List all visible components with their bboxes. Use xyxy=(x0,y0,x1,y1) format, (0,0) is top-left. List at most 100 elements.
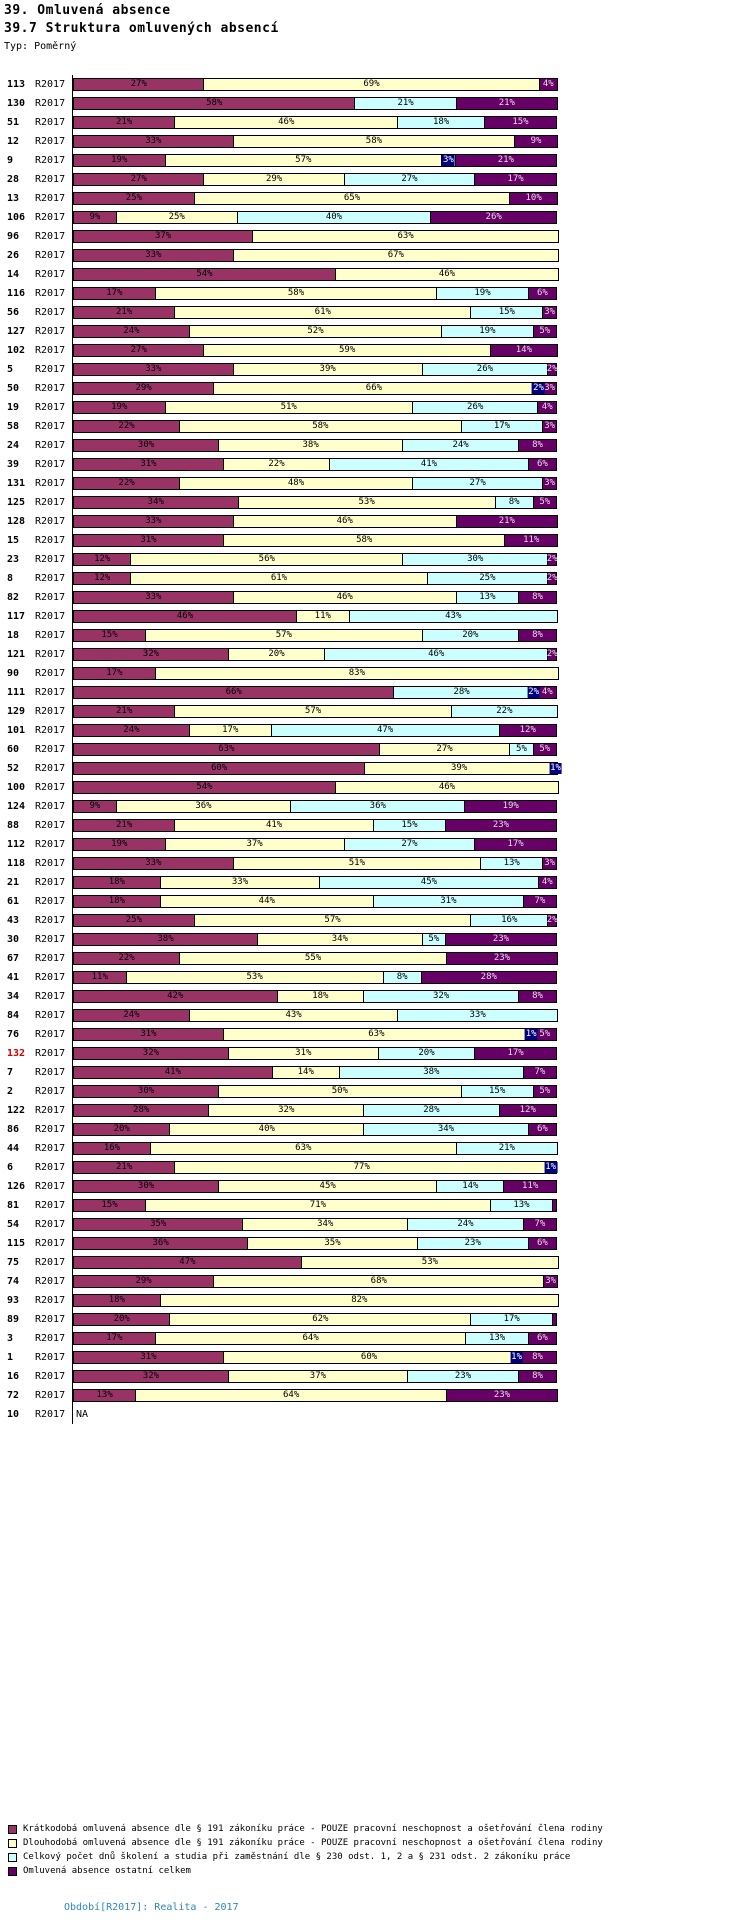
bar-segment-dlouhodoba: 39% xyxy=(364,762,555,775)
segment-value-label: 60% xyxy=(360,1352,378,1362)
bar-segment-ostatni: 23% xyxy=(444,819,557,832)
segment-value-label: 21% xyxy=(397,98,414,108)
segment-value-label: 37% xyxy=(154,231,172,241)
segment-value-label: 23% xyxy=(454,1371,472,1381)
bar-segment-dlouhodoba: 65% xyxy=(193,192,511,205)
segment-value-label: 5% xyxy=(539,1086,551,1096)
bar-segment-dlouhodoba: 33% xyxy=(159,876,321,889)
stacked-bar: 19% 57% 3% 21% xyxy=(73,154,560,167)
segment-value-label: 29% xyxy=(135,383,152,393)
segment-value-label: 21% xyxy=(498,1143,515,1153)
row-id-label: 132 xyxy=(7,1048,26,1059)
segment-value-label: 24% xyxy=(123,1010,140,1020)
segment-value-label: 38% xyxy=(302,440,319,450)
row-bar-area: 22% 58% 17% 3% xyxy=(72,417,560,436)
bar-segment-kratkodoba: 25% xyxy=(73,914,195,927)
bar-segment-ostatni: 19% xyxy=(464,800,557,813)
segment-value-label: 13% xyxy=(513,1200,530,1210)
segment-value-label: 31% xyxy=(140,1029,157,1039)
bar-segment-skoleni: 31% xyxy=(372,895,524,908)
chart-row: 88 R2017 21% 41% 15% 23% xyxy=(0,816,750,835)
row-period-label: R2017 xyxy=(35,1105,66,1116)
bar-segment-ostatni: 8% xyxy=(518,1351,557,1364)
bar-segment-dlouhodoba: 57% xyxy=(164,154,443,167)
segment-value-label: 17% xyxy=(507,1048,524,1058)
segment-value-label: 22% xyxy=(268,459,285,469)
stacked-bar: 9% 25% 40% 26% xyxy=(73,211,560,224)
segment-value-label: 25% xyxy=(479,573,496,583)
stacked-bar: 33% 58% 9% xyxy=(73,135,560,148)
segment-value-label: 31% xyxy=(295,1048,312,1058)
segment-value-label: 22% xyxy=(118,421,135,431)
bar-segment-ostatni: 4% xyxy=(537,401,557,414)
row-id-label: 89 xyxy=(7,1314,20,1325)
bar-segment-skoleni: 23% xyxy=(416,1237,529,1250)
segment-value-label: 27% xyxy=(130,79,147,89)
segment-value-label: 15% xyxy=(488,1086,506,1096)
segment-value-label: 6% xyxy=(536,1124,548,1134)
row-period-label: R2017 xyxy=(35,1238,66,1249)
chart-row: 115 R2017 36% 35% 23% 6% xyxy=(0,1234,750,1253)
segment-value-label: 28% xyxy=(423,1105,440,1115)
segment-value-label: 21% xyxy=(116,307,133,317)
segment-value-label: 3% xyxy=(544,478,556,488)
segment-value-label: 47% xyxy=(376,725,394,735)
chart-row: 74 R2017 29% 68% 3% xyxy=(0,1272,750,1291)
chart-row: 30 R2017 38% 34% 5% 23% xyxy=(0,930,750,949)
chart-row: 21 R2017 18% 33% 45% 4% xyxy=(0,873,750,892)
segment-value-label: 5% xyxy=(516,744,527,754)
row-period-label: R2017 xyxy=(35,1371,66,1382)
row-bar-area: 16% 63% 21% xyxy=(72,1139,560,1158)
segment-value-label: 23% xyxy=(492,934,510,944)
stacked-bar: 22% 55% 23% xyxy=(73,952,560,965)
row-period-label: R2017 xyxy=(35,478,66,489)
bar-segment-kratkodoba: 36% xyxy=(73,1237,249,1250)
row-bar-area: 66% 28% 2% 4% xyxy=(72,683,560,702)
row-id-label: 127 xyxy=(7,326,26,337)
bar-segment-ostatni: 4% xyxy=(537,876,557,889)
row-bar-area: 34% 53% 8% 5% xyxy=(72,493,560,512)
bar-segment-ostatni: 3% xyxy=(542,420,557,433)
bar-segment-dlouhodoba: 62% xyxy=(169,1313,472,1326)
bar-segment-dlouhodoba: 17% xyxy=(188,724,272,737)
row-bar-area: 31% 22% 41% 6% xyxy=(72,455,560,474)
bar-segment-skoleni: 2% xyxy=(527,686,541,699)
segment-value-label: 4% xyxy=(541,402,553,412)
bar-segment-dlouhodoba: 52% xyxy=(188,325,443,338)
row-id-label: 81 xyxy=(7,1200,20,1211)
row-period-label: R2017 xyxy=(35,174,66,185)
row-bar-area: 21% 41% 15% 23% xyxy=(72,816,560,835)
segment-value-label: 51% xyxy=(280,402,297,412)
row-id-label: 2 xyxy=(7,1086,14,1097)
chart-row: 60 R2017 63% 27% 5% 5% xyxy=(0,740,750,759)
segment-value-label: 35% xyxy=(324,1238,341,1248)
segment-value-label: 57% xyxy=(295,155,312,165)
legend-label: Krátkodobá omluvená absence dle § 191 zá… xyxy=(23,1824,603,1834)
bar-segment-skoleni: 13% xyxy=(465,1332,529,1345)
bar-segment-skoleni: 15% xyxy=(372,819,446,832)
chart-row: 5 R2017 33% 39% 26% 2% xyxy=(0,360,750,379)
row-period-label: R2017 xyxy=(35,611,66,622)
row-period-label: R2017 xyxy=(35,155,66,166)
bar-segment-dlouhodoba: 68% xyxy=(213,1275,545,1288)
bar-segment-ostatni: 23% xyxy=(445,952,558,965)
bar-segment-dlouhodoba: 32% xyxy=(208,1104,365,1117)
row-bar-area: 60% 39% 1% xyxy=(72,759,562,778)
segment-value-chip: 1% xyxy=(549,763,562,774)
row-period-label: R2017 xyxy=(35,1295,66,1306)
chart-row: 24 R2017 30% 38% 24% 8% xyxy=(0,436,750,455)
segment-value-label: 33% xyxy=(231,877,249,887)
row-id-label: 124 xyxy=(7,801,26,812)
row-id-label: 16 xyxy=(7,1371,20,1382)
segment-value-label: 63% xyxy=(218,744,235,754)
segment-value-label: 33% xyxy=(145,516,162,526)
bar-segment-kratkodoba: 33% xyxy=(73,857,234,870)
legend-label: Celkový počet dnů školení a studia při z… xyxy=(23,1852,571,1862)
segment-value-label: 33% xyxy=(145,136,162,146)
row-period-label: R2017 xyxy=(35,269,66,280)
bar-segment-kratkodoba: 19% xyxy=(73,838,166,851)
bar-segment-kratkodoba: 42% xyxy=(73,990,278,1003)
chart-row: 6 R2017 21% 77% 1% xyxy=(0,1158,750,1177)
segment-value-label: 20% xyxy=(268,649,285,659)
stacked-bar: 24% 52% 19% 5% xyxy=(73,325,560,338)
